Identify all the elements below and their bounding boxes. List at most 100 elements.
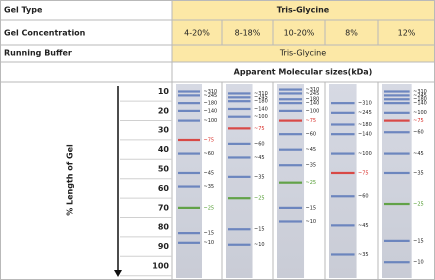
band (384, 240, 410, 242)
band (228, 176, 251, 178)
band (228, 156, 251, 158)
band (178, 90, 200, 92)
row-header: Gel Concentration (4, 29, 86, 38)
span-cell: Apparent Molecular sizes(kDa) (234, 68, 373, 77)
band (228, 100, 251, 102)
band (331, 152, 355, 154)
axis-label: % Length of Gel (66, 144, 75, 216)
band-label: ~15 (413, 238, 424, 244)
band-label: ~15 (306, 205, 317, 211)
gel-lane (176, 84, 202, 278)
band-label: ~25 (306, 180, 317, 186)
band-label: ~100 (413, 110, 427, 116)
band (331, 133, 355, 135)
band (331, 224, 355, 226)
band (279, 207, 302, 209)
band-label: ~25 (413, 201, 424, 207)
tick-label: 60 (158, 184, 170, 193)
band (331, 195, 355, 197)
band (178, 232, 200, 234)
gel-lane (226, 84, 253, 278)
band (228, 96, 251, 98)
tick-label: 10 (158, 87, 170, 96)
band-label: ~25 (204, 205, 215, 211)
band (384, 90, 410, 92)
band (178, 110, 200, 112)
cell: 12% (398, 29, 416, 38)
page: Gel Type Tris-Glycine Gel Concentration … (0, 0, 435, 280)
band-label: ~75 (204, 137, 215, 143)
band-label: ~15 (254, 227, 265, 233)
band-label: ~100 (204, 118, 218, 124)
band (384, 112, 410, 114)
band (384, 131, 410, 133)
band (384, 98, 410, 100)
band-label: ~140 (413, 101, 427, 107)
band (384, 94, 410, 96)
band-label: ~75 (413, 118, 424, 124)
band (279, 133, 302, 135)
band (178, 242, 200, 244)
band (331, 123, 355, 125)
band (228, 92, 251, 94)
band (279, 98, 302, 100)
band-label: ~245 (358, 110, 372, 116)
band (228, 197, 251, 199)
tick-label: 90 (158, 242, 170, 251)
band-label: ~10 (306, 219, 317, 225)
band (228, 127, 251, 129)
band (178, 94, 200, 96)
tick-label: 70 (158, 203, 170, 212)
band-label: ~75 (306, 118, 317, 124)
band-label: ~45 (306, 147, 317, 153)
band (279, 120, 302, 122)
band-label: ~10 (254, 242, 265, 248)
band (279, 92, 302, 94)
band (178, 102, 200, 104)
tick-label: 40 (158, 145, 170, 154)
band-label: ~140 (358, 132, 372, 138)
band (331, 172, 355, 174)
cell: 4-20% (184, 29, 210, 38)
tick-label: 50 (158, 165, 170, 174)
row-header: Gel Type (4, 6, 43, 15)
band (178, 172, 200, 174)
tick-label: 100 (152, 262, 169, 271)
band (279, 110, 302, 112)
cell: 10-20% (284, 29, 315, 38)
band (384, 261, 410, 263)
band (279, 149, 302, 151)
band (279, 182, 302, 184)
band-label: ~35 (306, 163, 317, 169)
span-cell: Tris-Glycine (277, 6, 330, 15)
band-label: ~140 (204, 108, 218, 114)
band (384, 102, 410, 104)
gel-lane (277, 84, 304, 278)
band-label: ~35 (358, 252, 369, 258)
cell: 8-18% (235, 29, 261, 38)
band (331, 112, 355, 114)
band-label: ~180 (204, 101, 218, 107)
tick-label: 20 (158, 106, 170, 115)
band-label: ~15 (204, 231, 215, 237)
band (178, 152, 200, 154)
band-label: ~100 (254, 114, 268, 120)
band-label: ~35 (254, 174, 265, 180)
band-label: ~245 (204, 93, 218, 99)
band-label: ~35 (204, 184, 215, 190)
band-label: ~75 (254, 126, 265, 132)
band-label: ~35 (413, 170, 424, 176)
band (228, 116, 251, 118)
band (178, 120, 200, 122)
span-cell: Tris-Glycine (279, 49, 326, 58)
band-label: ~45 (254, 155, 265, 161)
band (279, 164, 302, 166)
band (228, 244, 251, 246)
band (279, 220, 302, 222)
band (178, 185, 200, 187)
band-label: ~310 (358, 101, 372, 107)
band (384, 203, 410, 205)
band-label: ~45 (358, 223, 369, 229)
band (279, 102, 302, 104)
band-label: ~180 (358, 122, 372, 128)
